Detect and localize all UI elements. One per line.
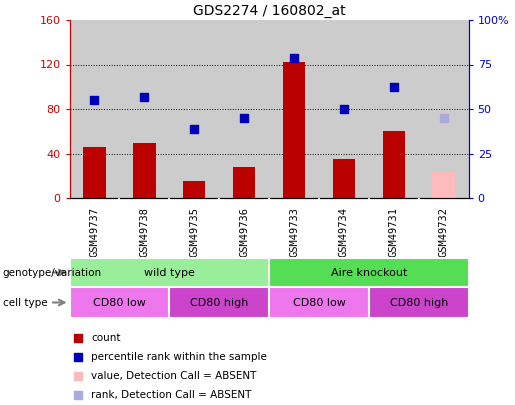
Text: GSM49731: GSM49731: [389, 207, 399, 257]
Bar: [133, 143, 156, 198]
Title: GDS2274 / 160802_at: GDS2274 / 160802_at: [193, 4, 346, 17]
Bar: [369, 20, 419, 198]
Bar: [269, 258, 469, 287]
Bar: [183, 181, 205, 198]
Bar: [283, 62, 305, 198]
Point: [240, 115, 248, 121]
Point: [290, 55, 298, 61]
Bar: [319, 20, 369, 198]
Bar: [83, 147, 106, 198]
Bar: [119, 20, 169, 198]
Point: [73, 373, 81, 379]
Text: GSM49736: GSM49736: [239, 207, 249, 257]
Text: count: count: [92, 333, 121, 343]
Bar: [169, 287, 269, 318]
Text: rank, Detection Call = ABSENT: rank, Detection Call = ABSENT: [92, 390, 252, 401]
Text: percentile rank within the sample: percentile rank within the sample: [92, 352, 267, 362]
Bar: [70, 20, 119, 198]
Point: [73, 392, 81, 399]
Text: value, Detection Call = ABSENT: value, Detection Call = ABSENT: [92, 371, 257, 381]
Point: [90, 97, 98, 103]
Bar: [383, 131, 405, 198]
Bar: [233, 167, 255, 198]
Bar: [419, 20, 469, 198]
Bar: [333, 159, 355, 198]
Text: cell type: cell type: [3, 298, 47, 307]
Bar: [269, 287, 369, 318]
Point: [340, 106, 348, 112]
Point: [440, 115, 448, 121]
Point: [73, 335, 81, 341]
Text: CD80 low: CD80 low: [93, 298, 146, 307]
Text: GSM49734: GSM49734: [339, 207, 349, 257]
Bar: [269, 20, 319, 198]
Bar: [433, 173, 455, 198]
Text: wild type: wild type: [144, 267, 195, 277]
Text: CD80 low: CD80 low: [293, 298, 346, 307]
Text: GSM49735: GSM49735: [189, 207, 199, 257]
Point: [73, 354, 81, 360]
Point: [140, 94, 148, 100]
Bar: [70, 287, 169, 318]
Text: CD80 high: CD80 high: [389, 298, 448, 307]
Text: GSM49733: GSM49733: [289, 207, 299, 257]
Text: GSM49738: GSM49738: [140, 207, 149, 257]
Bar: [70, 258, 269, 287]
Text: GSM49737: GSM49737: [90, 207, 99, 257]
Bar: [219, 20, 269, 198]
Text: GSM49732: GSM49732: [439, 207, 449, 257]
Text: Aire knockout: Aire knockout: [331, 267, 407, 277]
Text: genotype/variation: genotype/variation: [3, 267, 101, 277]
Bar: [369, 287, 469, 318]
Point: [190, 126, 198, 132]
Text: CD80 high: CD80 high: [190, 298, 248, 307]
Point: [390, 83, 398, 90]
Bar: [169, 20, 219, 198]
